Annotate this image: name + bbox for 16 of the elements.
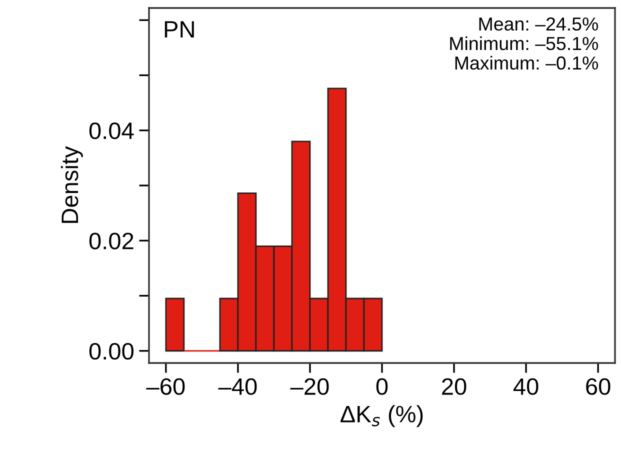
x-tick-label: –20 xyxy=(290,378,329,395)
x-axis-title: ΔK$_{s}$ (%) xyxy=(340,405,423,428)
y-tick-label: 0.04 xyxy=(89,122,134,140)
x-tick-label: 0 xyxy=(376,378,388,395)
y-tick-label: 0.00 xyxy=(89,342,134,360)
x-tick-label: 20 xyxy=(442,378,466,395)
y-tick-label: 0.02 xyxy=(89,232,134,250)
x-tick-label: –40 xyxy=(218,378,257,395)
x-tick-label: 60 xyxy=(586,378,610,395)
x-tick-label: 40 xyxy=(513,378,538,395)
annotation: Maximum: –0.1% xyxy=(455,56,598,70)
annotation: Mean: –24.5% xyxy=(479,17,598,31)
x-tick-label: –60 xyxy=(146,378,185,395)
annotation: PN xyxy=(164,21,194,38)
annotation: Minimum: –55.1% xyxy=(450,36,598,50)
y-axis-title: Density xyxy=(60,146,83,223)
